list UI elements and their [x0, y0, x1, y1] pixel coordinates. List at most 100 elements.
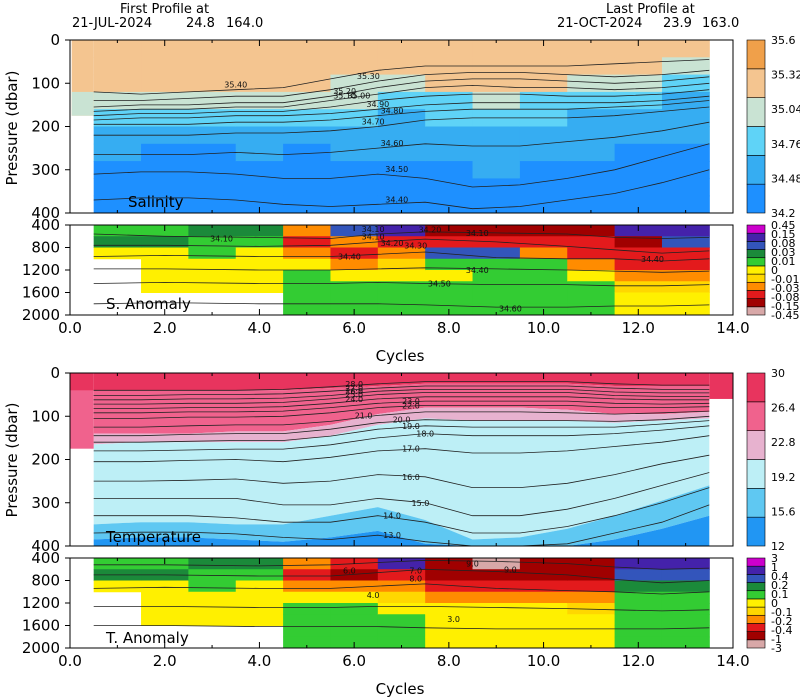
salinity-cell: [188, 178, 237, 197]
t-anomaly-cell: [330, 580, 379, 593]
salinity-cell: [519, 178, 568, 197]
temperature-contour: [93, 405, 710, 419]
s-anomaly-x-tick-label: 4.0: [247, 319, 271, 337]
t-anomaly-colorbar-swatch: [746, 606, 766, 616]
salinity-cell: [661, 161, 710, 179]
t-anomaly-contour: [93, 625, 710, 630]
s-anomaly-cell: [661, 303, 710, 316]
t-anomaly-cell: [614, 614, 663, 626]
s-anomaly-cell: [330, 247, 379, 260]
salinity-colorbar-swatch: [746, 39, 766, 70]
s-anomaly-contour-label: 34.10: [210, 235, 233, 244]
salinity-y-tick-label: 400: [31, 204, 60, 222]
s-anomaly-colorbar-label: 0.08: [771, 237, 796, 250]
t-anomaly-cell: [188, 603, 237, 615]
last-profile-label: Last Profile at: [606, 2, 695, 17]
s-anomaly-cell: [472, 303, 521, 316]
salinity-cell: [567, 126, 616, 145]
s-anomaly-cell: [235, 258, 284, 271]
t-anomaly-contour: [93, 559, 710, 570]
salinity-cell: [283, 40, 331, 58]
salinity-colorbar-swatch: [746, 68, 766, 98]
salinity-cell: [377, 195, 426, 214]
salinity-cell: [141, 178, 189, 197]
temperature-band: [93, 485, 710, 546]
salinity-cell: [188, 126, 237, 145]
first-profile-label: First Profile at: [120, 2, 209, 17]
temperature-colorbar-swatch: [746, 372, 766, 403]
s-anomaly-cell: [283, 258, 331, 271]
s-anomaly-colorbar-label: -0.03: [771, 282, 799, 295]
s-anomaly-contour: [93, 231, 710, 239]
salinity-cell: [330, 126, 379, 145]
temperature-contour: [93, 381, 710, 391]
salinity-cell: [614, 161, 663, 179]
temperature-colorbar-swatch: [746, 459, 766, 489]
temperature-panel: 28.027.026.025.024.0 23.022.0 21.0 20.019.0…: [31, 364, 795, 555]
t-anomaly-cell: [519, 603, 568, 615]
t-anomaly-cell: [661, 603, 710, 615]
salinity-cell: [614, 178, 663, 197]
s-anomaly-cell: [567, 270, 616, 282]
s-anomaly-contour-label: 34.10: [466, 229, 489, 238]
s-anomaly-cell: [235, 247, 284, 260]
t-anomaly-colorbar-swatch: [746, 557, 766, 567]
s-anomaly-x-tick-label: 10.0: [527, 319, 560, 337]
s-anomaly-x-tick-label: 6.0: [342, 319, 366, 337]
t-anomaly-cell: [425, 625, 474, 638]
salinity-cell: [661, 178, 710, 197]
salinity-cell: [141, 143, 189, 162]
t-anomaly-cell: [377, 580, 426, 593]
temperature-anomaly-panel: 6.0 7.08.09.09.04.03.04008001200160020000…: [22, 549, 793, 670]
s-anomaly-y-tick-label: 1200: [22, 261, 60, 279]
t-anomaly-cell: [472, 603, 521, 615]
t-anomaly-cell: [661, 569, 710, 581]
s-anomaly-colorbar-label: 0.15: [771, 228, 796, 241]
salinity-cell: [661, 74, 710, 93]
salinity-contour: [93, 169, 710, 210]
t-anomaly-x-tick-label: 12.0: [622, 652, 655, 670]
salinity-cell: [614, 143, 663, 162]
temperature-contour-label: 18.0: [416, 430, 434, 439]
t-anomaly-contour-label: 4.0: [367, 591, 380, 600]
t-anomaly-colorbar-swatch: [746, 565, 766, 575]
salinity-colorbar-label: 35.32: [771, 69, 800, 82]
s-anomaly-cell: [519, 258, 568, 271]
t-anomaly-contour-label: 9.0: [466, 560, 479, 569]
salinity-colorbar-label: 35.04: [771, 103, 800, 116]
salinity-cell: [519, 91, 568, 110]
t-anomaly-cell: [519, 625, 568, 638]
t-anomaly-cell: [661, 625, 710, 638]
s-anomaly-contour: [93, 267, 710, 273]
temperature-contour: [93, 400, 710, 414]
t-anomaly-colorbar-label: 1: [771, 561, 778, 574]
salinity-cell: [188, 161, 237, 179]
salinity-cell: [472, 178, 521, 197]
s-anomaly-contour-label: 34.40: [466, 266, 489, 275]
salinity-cell: [330, 178, 379, 197]
t-anomaly-cell: [330, 625, 379, 638]
s-anomaly-cell: [519, 292, 568, 305]
s-anomaly-cell: [567, 258, 616, 271]
t-anomaly-cell: [614, 625, 663, 638]
temperature-y-tick-label: 0: [50, 364, 60, 382]
t-anomaly-cell: [330, 614, 379, 626]
t-anomaly-colorbar-swatch: [746, 574, 766, 583]
t-anomaly-cell: [519, 614, 568, 626]
s-anomaly-y-tick-label: 800: [31, 239, 60, 257]
temperature-colorbar-swatch: [746, 488, 766, 518]
temperature-contour-label: 24.0: [345, 395, 363, 404]
y-axis-label-upper: Pressure (dbar): [3, 71, 21, 186]
t-anomaly-x-tick-label: 10.0: [527, 652, 560, 670]
s-anomaly-cell: [93, 247, 142, 260]
t-anomaly-cell: [283, 625, 331, 638]
salinity-cell: [93, 195, 142, 214]
t-anomaly-cell: [425, 580, 474, 593]
salinity-cell: [425, 74, 474, 93]
salinity-cell: [614, 109, 663, 127]
salinity-cell: [235, 126, 284, 145]
t-anomaly-cell: [614, 580, 663, 593]
salinity-cell: [141, 57, 189, 76]
first-profile-lat: 24.8: [186, 16, 215, 31]
salinity-cell: [330, 143, 379, 162]
